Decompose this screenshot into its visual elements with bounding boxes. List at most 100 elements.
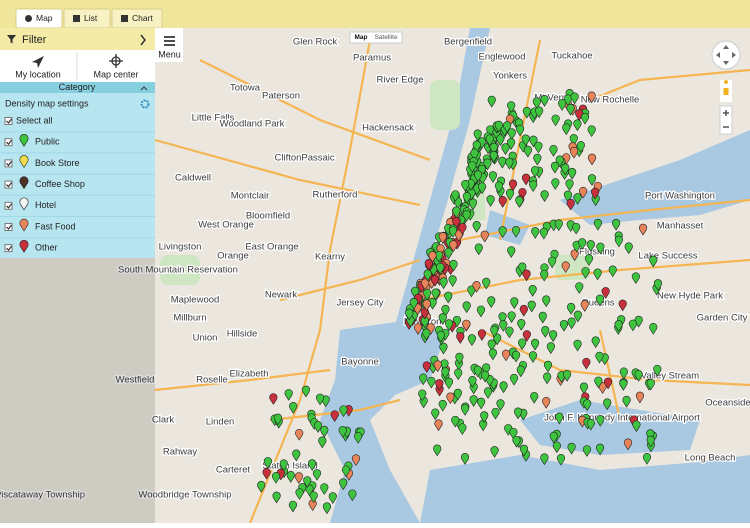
checkbox[interactable] [4, 117, 13, 125]
map-center[interactable]: Map center [93, 69, 138, 79]
check [6, 118, 12, 124]
map-pin [591, 187, 600, 200]
map-pin [438, 232, 447, 244]
map-pin [542, 397, 551, 409]
map-pin [552, 441, 561, 454]
map-pin [593, 218, 602, 231]
map-pin [598, 382, 607, 394]
map-pin [570, 249, 579, 262]
map-pin [284, 389, 293, 401]
place-label: Roselle [196, 375, 228, 386]
place-label: Union [193, 333, 218, 344]
map-pin [456, 332, 465, 344]
category-item[interactable]: Fast Food [35, 221, 76, 231]
place-label: River Edge [377, 75, 424, 86]
map-pin [436, 263, 445, 275]
filter-header[interactable] [0, 28, 155, 50]
place-label: Tuckahoe [551, 51, 592, 62]
map-pin [642, 453, 652, 465]
map-pin [570, 92, 579, 105]
map-pin [339, 478, 348, 491]
map-type-toggle [349, 31, 403, 44]
pan-arrows [716, 45, 736, 65]
map-pin [453, 388, 462, 401]
checkbox[interactable] [4, 180, 13, 189]
check [6, 182, 12, 188]
map-pin [494, 181, 503, 194]
pan-control[interactable] [711, 40, 741, 70]
map-pin [568, 167, 577, 180]
tab-label[interactable]: Chart [132, 13, 153, 23]
map-pin [438, 399, 447, 412]
place-label: Livingston [159, 242, 202, 253]
map-pin [451, 415, 460, 428]
map-pin [505, 188, 515, 201]
my-location[interactable]: My location [15, 69, 61, 79]
tab-label[interactable]: Map [36, 13, 53, 23]
place-label: Carteret [216, 465, 251, 476]
map-pin [566, 103, 575, 116]
map-pin [451, 190, 460, 202]
map-type-map[interactable]: Map [355, 34, 368, 41]
map-pin [499, 381, 508, 394]
category-item[interactable]: Public [35, 137, 60, 147]
map-center-icon[interactable] [109, 54, 123, 68]
map-pin [522, 269, 531, 282]
map-pin [501, 143, 510, 155]
checkbox[interactable] [4, 138, 13, 147]
place-label: Bergenfield [444, 37, 492, 48]
check [6, 203, 12, 209]
map-pin [546, 342, 555, 354]
map-pin [521, 134, 530, 147]
map-type-satellite[interactable]: Satellite [374, 34, 398, 41]
map-pin [516, 365, 525, 378]
map-pin [542, 295, 551, 308]
place-label: Glen Rock [293, 37, 338, 48]
panel-shade [0, 258, 155, 523]
map-pin [635, 391, 644, 404]
density-settings[interactable]: Density map settings [5, 98, 89, 108]
place-label: Millburn [173, 313, 206, 324]
checkbox[interactable] [4, 159, 13, 168]
map-pin [424, 259, 433, 271]
map-pin [490, 325, 499, 338]
map-pin [338, 426, 347, 438]
category-item[interactable]: Coffee Shop [35, 179, 85, 189]
category-item[interactable]: Select all [16, 115, 53, 125]
filter-icon [7, 35, 16, 44]
map-pin [507, 246, 516, 258]
map-pin [530, 392, 539, 404]
category-item[interactable]: Book Store [35, 158, 80, 168]
map-pin [489, 150, 498, 163]
place-label: Port Washington [645, 191, 715, 202]
tab-label[interactable]: List [84, 13, 98, 23]
map-pin [531, 227, 540, 239]
map-pin [580, 112, 590, 125]
place-label: Newark [265, 290, 297, 301]
map-pin [316, 393, 325, 406]
tab-icon [25, 15, 32, 22]
map-pin [503, 121, 512, 133]
map-pin [646, 435, 655, 448]
category-item[interactable]: Hotel [35, 200, 56, 210]
gear-icon[interactable] [140, 99, 150, 109]
checkbox[interactable] [4, 244, 13, 253]
map-pin [19, 197, 29, 211]
roads [154, 39, 750, 524]
map-pin [573, 119, 582, 132]
map-pin [301, 385, 311, 398]
map-pin [507, 101, 516, 113]
map-pin [596, 415, 605, 427]
map-pin [542, 222, 551, 234]
category-item[interactable]: Other [35, 243, 58, 253]
zoom-buttons[interactable] [723, 110, 729, 128]
checkbox[interactable] [4, 201, 13, 210]
map-pin [462, 301, 471, 314]
map-pin [555, 155, 564, 168]
map-pin [628, 319, 637, 332]
category-bar[interactable] [0, 82, 155, 93]
map-pin [421, 278, 430, 291]
map-pin [488, 348, 497, 361]
my-location-icon[interactable] [32, 56, 44, 68]
checkbox[interactable] [4, 223, 13, 231]
